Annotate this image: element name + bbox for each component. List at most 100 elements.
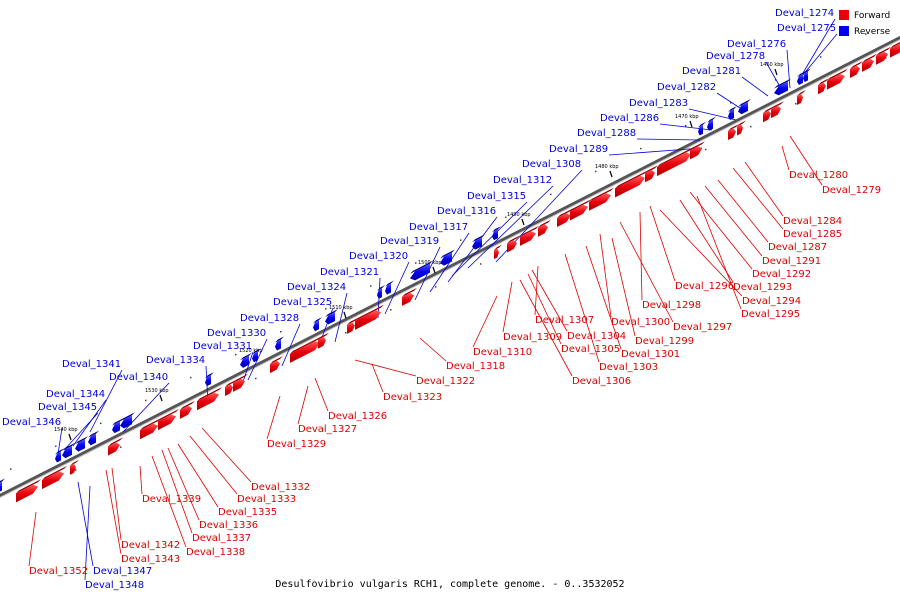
gene-label: Deval_1331 [193,341,252,352]
reverse-strand-genes [0,68,811,492]
ruler-tick [609,170,613,178]
gene-leader-line [139,465,143,495]
gene-label: Deval_1318 [446,361,505,372]
gene-label: Deval_1315 [467,191,526,202]
gene-label: Deval_1286 [600,113,659,124]
gene-label: Deval_1321 [320,267,379,278]
gene-label: Deval_1300 [611,317,670,328]
forward-gene [270,355,283,374]
gene-label: Deval_1326 [328,411,387,422]
forward-gene [16,479,41,503]
gene-leader-line [639,211,643,301]
ruler-tick [159,394,163,402]
forward-gene [615,170,648,198]
forward-gene [645,165,658,183]
ruler-tick [432,266,436,274]
forward-gene [570,199,591,221]
ruler-label: 1520 kbp [239,348,263,354]
reverse-gene [325,309,338,325]
forward-gene [737,120,746,136]
gene-leader-line [732,167,784,230]
gene-leader-line [564,253,600,363]
gene-leader-line [84,485,91,581]
gene-label: Deval_1280 [789,170,848,181]
gene-label: Deval_1283 [629,98,688,109]
minor-tick [865,33,867,35]
gene-label: Deval_1309 [503,332,562,343]
forward-gene [557,207,574,228]
minor-tick [435,286,437,288]
minor-tick [280,330,282,333]
minor-tick [820,56,822,58]
gene-leader-line [527,273,562,345]
gene-leader-line [608,147,703,156]
gene-leader-line [89,369,123,433]
minor-tick [595,170,597,173]
gene-leader-line [599,233,612,318]
forward-strand-genes [16,42,900,503]
gene-label: Deval_1289 [549,144,608,155]
gene-leader-line [419,337,447,362]
ruler-label: 1490 kbp [507,212,531,218]
gene-label: Deval_1333 [237,494,296,505]
gene-label: Deval_1305 [561,344,620,355]
gene-leader-line [659,123,713,131]
reverse-gene [0,478,5,492]
gene-label: Deval_1341 [62,359,121,370]
reverse-gene [774,78,791,96]
gene-leader-line [151,455,187,548]
legend: Forward Reverse [839,10,891,37]
minor-tick [730,102,732,104]
gene-label: Deval_1338 [186,547,245,558]
gene-label: Deval_1316 [437,206,496,217]
gene-leader-line [447,216,498,283]
forward-gene [850,60,863,78]
gene-leader-line [717,179,769,243]
gene-label: Deval_1282 [657,82,716,93]
forward-gene [233,373,248,392]
gene-label: Deval_1307 [535,315,594,326]
ruler-label: 1540 kbp [54,427,78,433]
gene-label: Deval_1308 [522,159,581,170]
reverse-gene [88,430,99,446]
forward-gene [690,141,705,160]
gene-leader-line [242,351,254,383]
reverse-gene [728,105,737,121]
gene-leader-line [619,221,674,323]
gene-label: Deval_1292 [752,269,811,280]
minor-tick [190,376,192,379]
gene-leader-line [111,467,122,541]
minor-tick [255,377,257,380]
forward-gene [355,304,384,330]
gene-leader-line [679,199,734,283]
gene-leader-line [281,323,301,367]
ruler-tick [774,68,778,76]
gene-leader-line [77,481,94,567]
ruler-tick [343,311,347,319]
gene-label: Deval_1297 [673,322,732,333]
gene-label: Deval_1293 [733,282,792,293]
legend-reverse-swatch [839,26,849,36]
gene-leader-line [696,195,742,310]
forward-gene [876,46,891,65]
gene-label: Deval_1336 [199,520,258,531]
gene-label: Deval_1281 [682,66,741,77]
reverse-gene [440,249,455,266]
gene-label: Deval_1317 [409,222,468,233]
gene-label: Deval_1328 [240,313,299,324]
minor-tick [750,125,752,128]
gene-label: Deval_1294 [742,296,801,307]
gene-label: Deval_1345 [38,402,97,413]
genome-backbone [0,35,900,498]
minor-tick [550,193,552,196]
minor-tick [795,102,797,105]
gene-leader-line [371,363,384,393]
gene-leader-line [502,281,513,333]
gene-leader-line [314,377,329,412]
gene-leader-line [704,185,763,257]
gene-label: Deval_1278 [706,51,765,62]
legend-reverse-label: Reverse [854,27,891,37]
forward-gene [862,53,877,72]
minor-tick [370,285,372,287]
